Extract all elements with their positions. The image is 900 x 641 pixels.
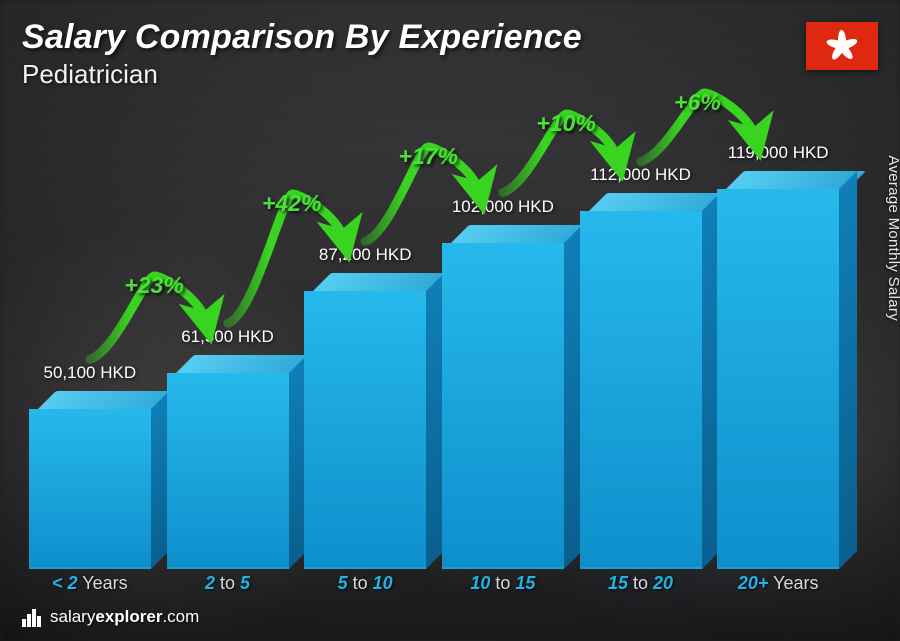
- chart-area: 50,100 HKD 61,500 HKD 87,200 HKD 102,000: [22, 96, 846, 603]
- logo-icon: [22, 607, 42, 627]
- bar-front-face: [442, 243, 564, 569]
- bar-3d: [717, 171, 839, 569]
- bar-3d: [442, 225, 564, 569]
- bar-value-label: 61,500 HKD: [181, 327, 274, 347]
- bar-3d: [304, 273, 426, 569]
- bar-side-face: [839, 171, 857, 569]
- bar-3d: [167, 355, 289, 569]
- bar-slot: 119,000 HKD: [716, 143, 840, 569]
- bar-slot: 112,000 HKD: [579, 165, 703, 569]
- x-axis-label: < 2 Years: [28, 573, 152, 603]
- chart-subtitle: Pediatrician: [22, 59, 878, 90]
- bar-3d: [580, 193, 702, 569]
- bar-value-label: 50,100 HKD: [44, 363, 137, 383]
- bar-3d: [29, 391, 151, 569]
- site-prefix: salary: [50, 607, 95, 626]
- bar-value-label: 112,000 HKD: [590, 165, 691, 185]
- x-axis-label: 20+ Years: [716, 573, 840, 603]
- footer: salaryexplorer.com: [22, 603, 878, 627]
- bar-front-face: [29, 409, 151, 569]
- bar-slot: 61,500 HKD: [166, 327, 290, 569]
- increase-pct-label: +6%: [674, 89, 721, 116]
- x-axis-label: 2 to 5: [166, 573, 290, 603]
- chart-header: Salary Comparison By Experience Pediatri…: [22, 18, 878, 90]
- y-axis-label: Average Monthly Salary: [886, 155, 900, 321]
- bar-front-face: [580, 211, 702, 569]
- bar-front-face: [304, 291, 426, 569]
- bar-slot: 87,200 HKD: [303, 245, 427, 569]
- x-axis-label: 15 to 20: [579, 573, 703, 603]
- bar-front-face: [717, 189, 839, 569]
- bar-front-face: [167, 373, 289, 569]
- site-bold: explorer: [95, 607, 162, 626]
- bar-value-label: 119,000 HKD: [728, 143, 829, 163]
- bar-value-label: 102,000 HKD: [452, 197, 554, 217]
- bar-slot: 102,000 HKD: [441, 197, 565, 569]
- bar-slot: 50,100 HKD: [28, 363, 152, 569]
- site-suffix: .com: [162, 607, 199, 626]
- x-axis-label: 5 to 10: [303, 573, 427, 603]
- site-name: salaryexplorer.com: [50, 607, 199, 627]
- bar-value-label: 87,200 HKD: [319, 245, 412, 265]
- x-axis-label: 10 to 15: [441, 573, 565, 603]
- chart-title: Salary Comparison By Experience: [22, 18, 878, 57]
